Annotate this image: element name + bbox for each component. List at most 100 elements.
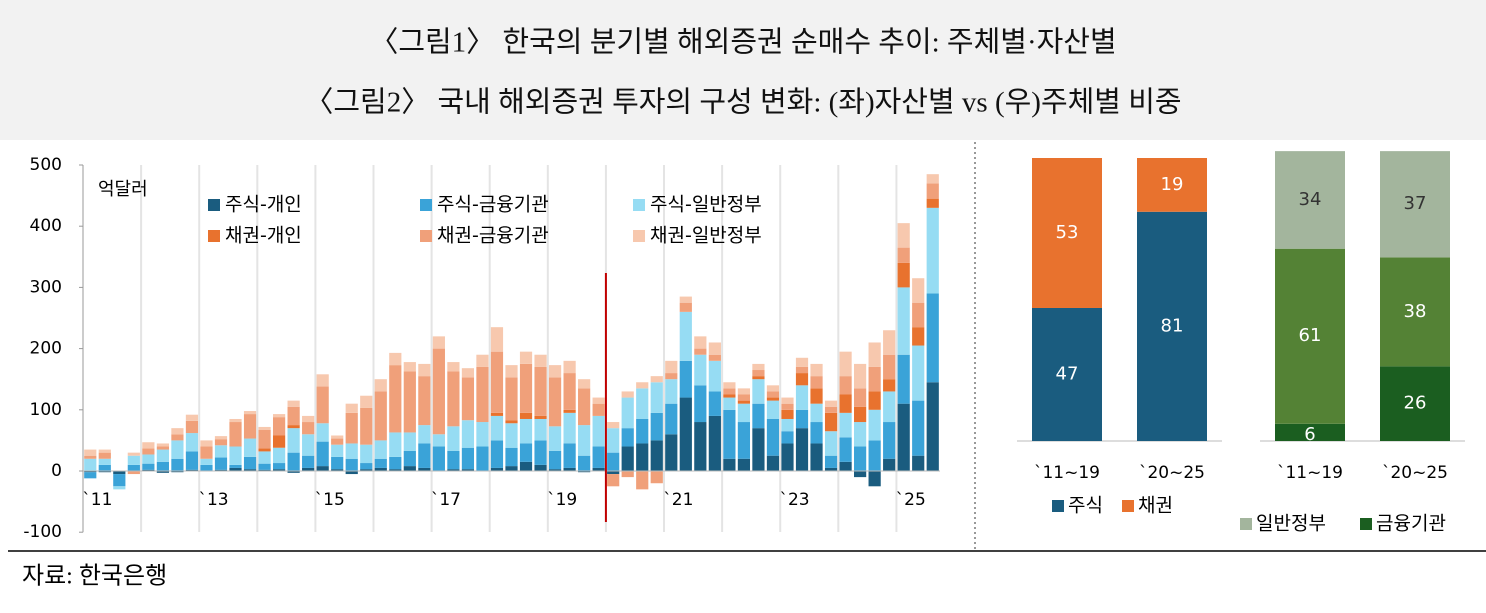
bar [1137,158,1207,212]
bar [723,388,736,395]
bar [389,469,402,471]
bar [171,440,184,459]
bar [883,391,896,423]
bar [708,391,721,416]
bar [403,432,416,451]
bar [708,342,721,355]
bar [824,406,838,413]
bar [839,412,852,438]
bar [883,458,896,471]
bar [345,412,358,444]
bar [243,411,257,415]
bar [723,409,736,459]
legend-swatch [633,199,645,211]
bar [490,467,504,471]
value-label: 26 [1404,393,1427,414]
bar [592,467,605,471]
value-label: 6 [1304,424,1315,445]
y-tick-label: 200 [30,339,62,359]
bar [926,207,939,294]
bar [679,360,692,398]
bar [708,415,721,471]
bar [461,420,475,448]
bar [418,376,431,426]
bar [316,441,329,467]
value-label: 53 [1056,222,1079,243]
bar [142,442,155,449]
bar [854,471,867,478]
bar [142,448,155,455]
bar [708,354,721,361]
bar [127,452,140,456]
bar [781,443,794,471]
bar [461,469,475,471]
bar [810,388,823,404]
x-tick-label: `11 [82,490,112,510]
bar [461,368,475,378]
bar [316,374,329,387]
legend-swatch [420,199,432,211]
bar [752,403,765,429]
bar [854,406,867,423]
bar [926,293,939,383]
bar [781,397,794,404]
bar [621,397,634,429]
bar [737,403,751,423]
bar [810,376,823,389]
bar [214,445,228,458]
bar [360,444,373,464]
bar [345,403,358,413]
bar [534,440,547,465]
x-tick-label: `19 [547,490,577,510]
bar [650,440,663,471]
bar [258,469,271,471]
bar [679,311,692,361]
bar [214,469,228,471]
bar [1032,307,1102,441]
bar [679,302,692,312]
bar [229,422,242,447]
bar [1275,248,1345,424]
bar [737,400,751,404]
bar [578,471,591,473]
bar [578,388,591,426]
bar [476,366,489,423]
legend-swatch [1122,500,1134,512]
bar [461,377,475,421]
bar [214,436,228,440]
bar [592,415,605,447]
bar [810,403,823,423]
bar [548,377,562,427]
bar [563,373,576,410]
bar [185,420,199,434]
x-tick-label: `15 [315,490,345,510]
bar [171,434,184,441]
bar [766,385,780,392]
bar [897,287,910,355]
bar [824,412,838,432]
bar [694,348,707,355]
bar [1380,151,1450,258]
bar [185,414,199,421]
bar [461,447,475,470]
bar [534,415,547,419]
bar [665,434,678,471]
bar [723,394,736,398]
bar [810,422,823,444]
bar [650,471,663,484]
legend-label: 채권-개인 [225,225,302,247]
bar [578,379,591,389]
bar [795,409,809,429]
bar [824,400,838,407]
x-tick-label: `11~19 [1277,463,1343,483]
y-tick-label: 300 [30,277,62,297]
bar [737,394,751,401]
bar [447,469,460,471]
bar [723,382,736,389]
bar [374,379,387,392]
bar [302,422,315,435]
x-tick-label: `25 [896,490,926,510]
bar [374,458,387,468]
bar [563,443,576,468]
